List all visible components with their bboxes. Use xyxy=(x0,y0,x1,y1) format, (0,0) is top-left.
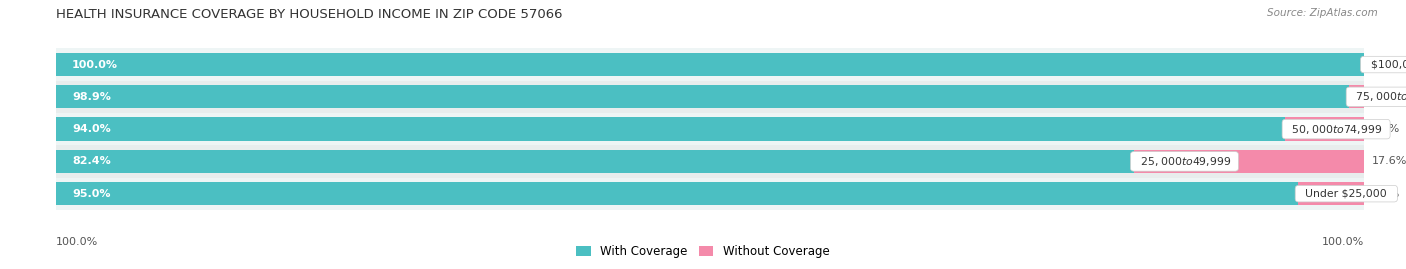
Bar xyxy=(56,48,1364,81)
Text: 5.0%: 5.0% xyxy=(1372,189,1400,199)
Legend: With Coverage, Without Coverage: With Coverage, Without Coverage xyxy=(572,241,834,263)
Text: 100.0%: 100.0% xyxy=(1322,237,1364,247)
Bar xyxy=(56,178,1364,210)
Bar xyxy=(56,182,1299,205)
Bar xyxy=(1133,150,1364,173)
Text: $50,000 to $74,999: $50,000 to $74,999 xyxy=(1285,123,1386,136)
Text: 1.1%: 1.1% xyxy=(1372,92,1400,102)
Text: 95.0%: 95.0% xyxy=(72,189,111,199)
Bar xyxy=(56,53,1364,76)
Text: $75,000 to $99,999: $75,000 to $99,999 xyxy=(1350,90,1406,103)
Text: $100,000 and over: $100,000 and over xyxy=(1364,59,1406,70)
Text: 98.9%: 98.9% xyxy=(72,92,111,102)
Bar xyxy=(1285,118,1364,141)
Bar xyxy=(56,113,1364,145)
Text: 100.0%: 100.0% xyxy=(72,59,118,70)
Text: Under $25,000: Under $25,000 xyxy=(1299,189,1395,199)
Bar xyxy=(56,81,1364,113)
Text: 94.0%: 94.0% xyxy=(72,124,111,134)
Text: 0.0%: 0.0% xyxy=(1372,59,1400,70)
Bar xyxy=(56,85,1350,108)
Text: 100.0%: 100.0% xyxy=(56,237,98,247)
Bar xyxy=(56,150,1133,173)
Text: 17.6%: 17.6% xyxy=(1372,156,1406,167)
Bar xyxy=(1350,85,1364,108)
Text: $25,000 to $49,999: $25,000 to $49,999 xyxy=(1133,155,1236,168)
Text: 6.0%: 6.0% xyxy=(1372,124,1400,134)
Bar xyxy=(1299,182,1364,205)
Text: HEALTH INSURANCE COVERAGE BY HOUSEHOLD INCOME IN ZIP CODE 57066: HEALTH INSURANCE COVERAGE BY HOUSEHOLD I… xyxy=(56,8,562,21)
Bar xyxy=(56,145,1364,178)
Text: 82.4%: 82.4% xyxy=(72,156,111,167)
Text: Source: ZipAtlas.com: Source: ZipAtlas.com xyxy=(1267,8,1378,18)
Bar xyxy=(56,118,1285,141)
